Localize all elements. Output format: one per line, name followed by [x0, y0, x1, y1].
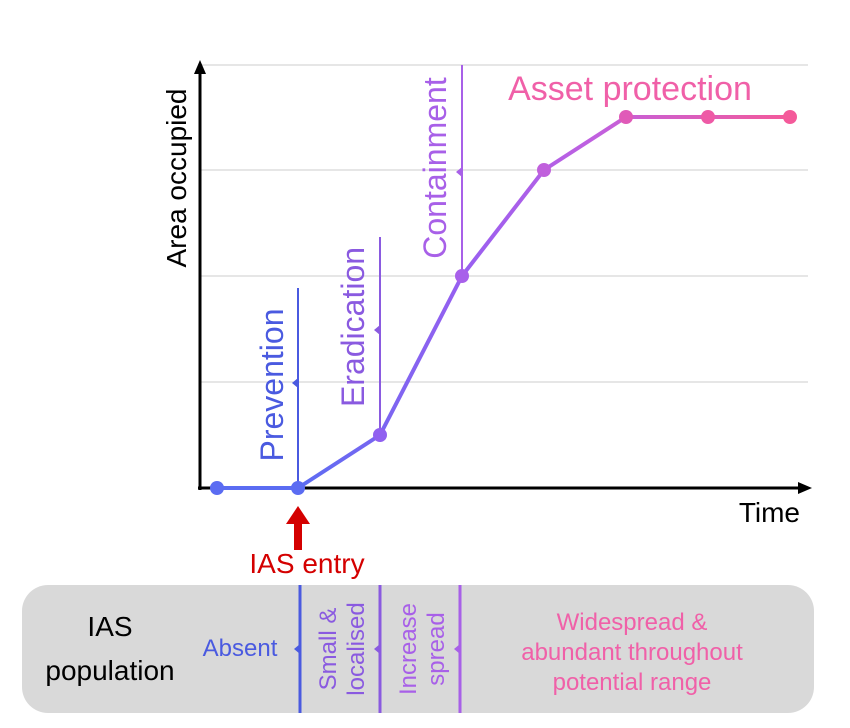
population-state: localised	[343, 602, 370, 695]
population-title: IAS	[87, 611, 132, 642]
population-dividers	[294, 585, 462, 713]
population-state: Increase	[395, 603, 422, 695]
stage-label: Asset protection	[508, 70, 752, 108]
population-title: population	[45, 655, 174, 686]
stage-markers	[292, 65, 463, 488]
x-axis-label: Time	[739, 497, 800, 528]
population-state: potential range	[553, 669, 712, 696]
population-state: Small &	[315, 608, 342, 691]
stage-label: Prevention	[254, 309, 290, 462]
curve	[210, 110, 797, 495]
stage-label: Eradication	[335, 247, 371, 407]
population-box	[22, 585, 814, 713]
entry-arrow	[286, 506, 310, 550]
y-axis-label: Area occupied	[161, 88, 192, 267]
population-state: abundant throughout	[521, 639, 743, 666]
entry-label: IAS entry	[249, 548, 364, 579]
population-state: Absent	[203, 635, 278, 662]
grid	[200, 64, 808, 383]
population-state: spread	[423, 612, 450, 685]
population-state: Widespread &	[557, 609, 708, 636]
stage-label: Containment	[417, 77, 453, 259]
